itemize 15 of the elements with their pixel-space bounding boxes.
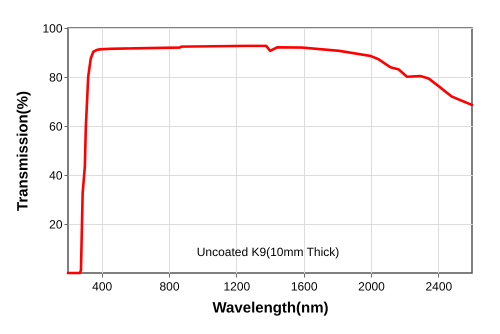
line-series	[66, 44, 474, 274]
y-tick-label: 40	[49, 168, 63, 182]
x-tick-label: 800	[159, 280, 180, 294]
y-tick-label: 80	[49, 70, 63, 84]
y-tick-label: 20	[49, 218, 63, 232]
y-tick-label: 60	[49, 120, 63, 134]
x-axis-title: Wavelength(nm)	[212, 300, 329, 316]
x-tick-label: 2000	[358, 280, 386, 294]
x-tick-label: 2400	[425, 280, 453, 294]
y-axis-title: Transmission(%)	[14, 90, 32, 212]
annotation: Uncoated K9(10mm Thick)	[196, 245, 340, 259]
x-tick-label: 1600	[290, 280, 318, 294]
x-tick-label: 400	[92, 280, 112, 294]
y-tick-label: 100	[42, 22, 63, 36]
x-tick-label: 1200	[223, 280, 251, 294]
